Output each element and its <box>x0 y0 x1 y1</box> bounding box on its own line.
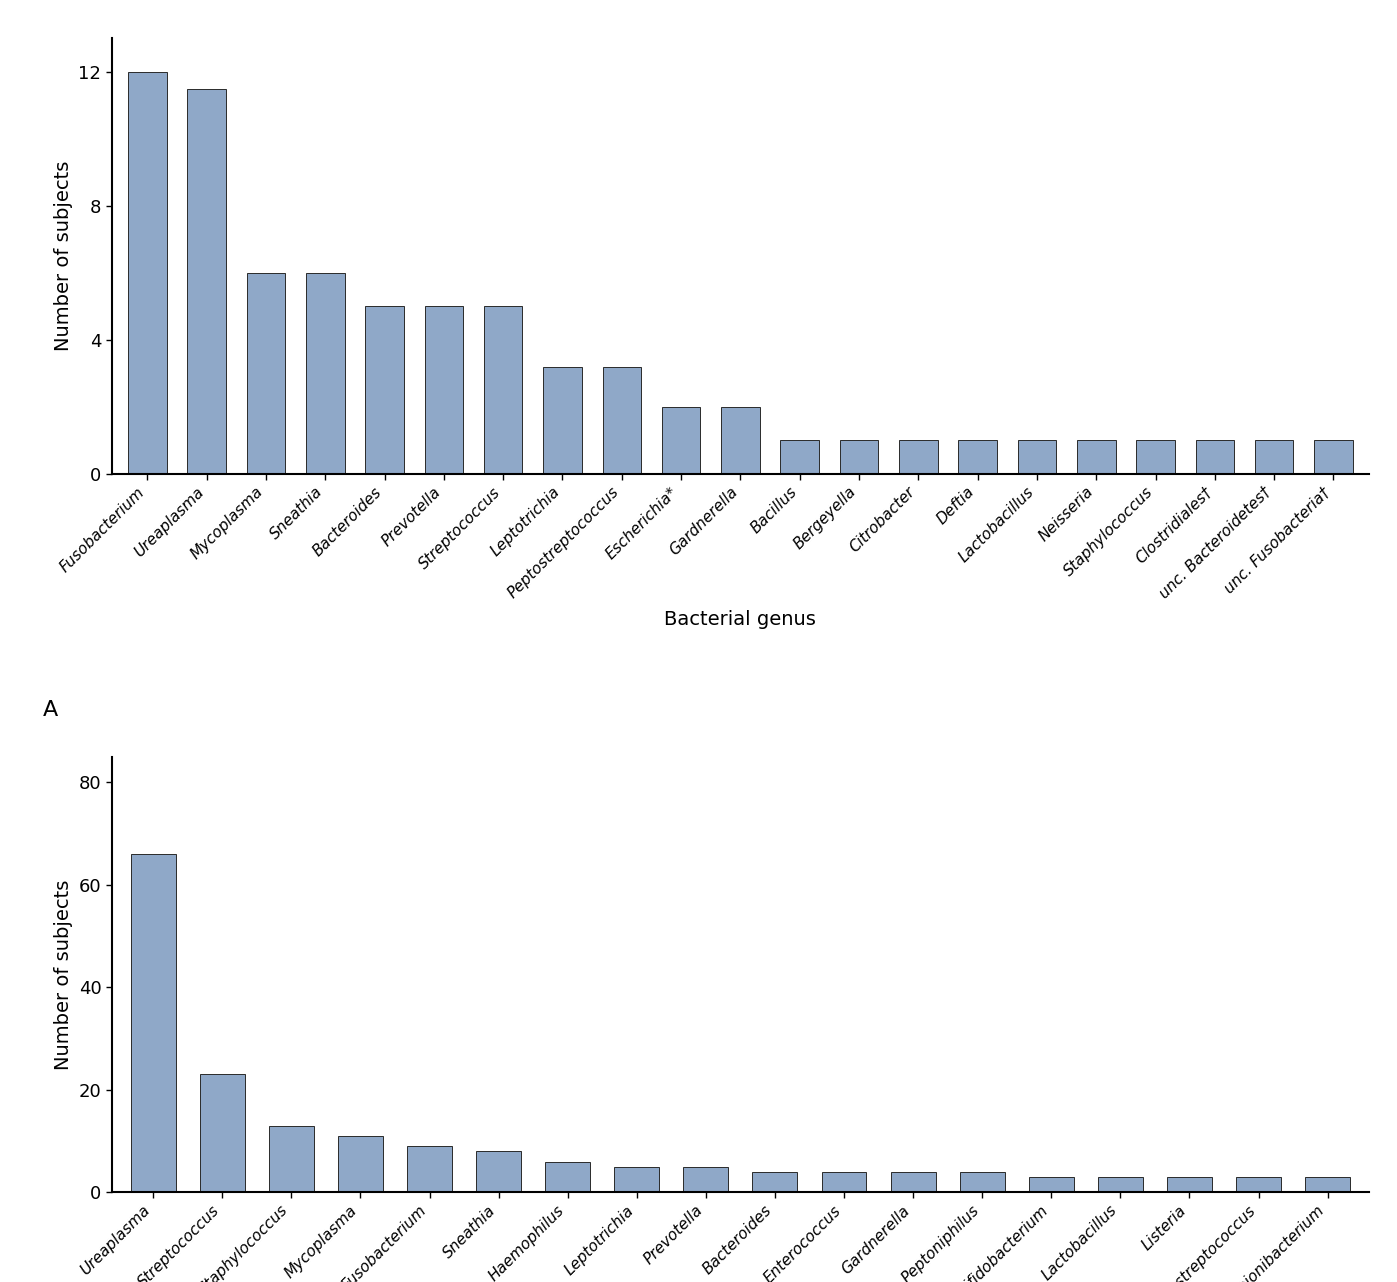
Bar <box>960 1172 1004 1192</box>
Bar <box>187 88 226 474</box>
Bar <box>425 306 464 474</box>
Y-axis label: Number of subjects: Number of subjects <box>54 879 73 1069</box>
Bar <box>407 1146 453 1192</box>
Bar <box>721 406 760 474</box>
Bar <box>1077 440 1116 474</box>
Bar <box>1017 440 1056 474</box>
Bar <box>1196 440 1234 474</box>
Bar <box>900 440 937 474</box>
Bar <box>1255 440 1294 474</box>
Bar <box>958 440 997 474</box>
Text: A: A <box>43 700 57 720</box>
Bar <box>840 440 879 474</box>
Bar <box>1098 1177 1143 1192</box>
Bar <box>1236 1177 1281 1192</box>
Bar <box>891 1172 936 1192</box>
Bar <box>365 306 404 474</box>
Bar <box>543 367 581 474</box>
Bar <box>821 1172 866 1192</box>
Bar <box>1315 440 1352 474</box>
Bar <box>1166 1177 1211 1192</box>
Bar <box>200 1074 244 1192</box>
Bar <box>306 273 345 474</box>
Y-axis label: Number of subjects: Number of subjects <box>54 162 73 351</box>
Bar <box>602 367 641 474</box>
Bar <box>545 1161 590 1192</box>
Bar <box>781 440 819 474</box>
X-axis label: Bacterial genus: Bacterial genus <box>665 610 816 629</box>
Bar <box>683 1167 728 1192</box>
Bar <box>476 1151 521 1192</box>
Bar <box>483 306 522 474</box>
Bar <box>268 1126 314 1192</box>
Bar <box>1305 1177 1350 1192</box>
Bar <box>615 1167 659 1192</box>
Bar <box>131 854 176 1192</box>
Bar <box>753 1172 798 1192</box>
Bar <box>662 406 700 474</box>
Bar <box>1136 440 1175 474</box>
Bar <box>1028 1177 1074 1192</box>
Bar <box>338 1136 383 1192</box>
Bar <box>247 273 285 474</box>
Bar <box>129 72 166 474</box>
